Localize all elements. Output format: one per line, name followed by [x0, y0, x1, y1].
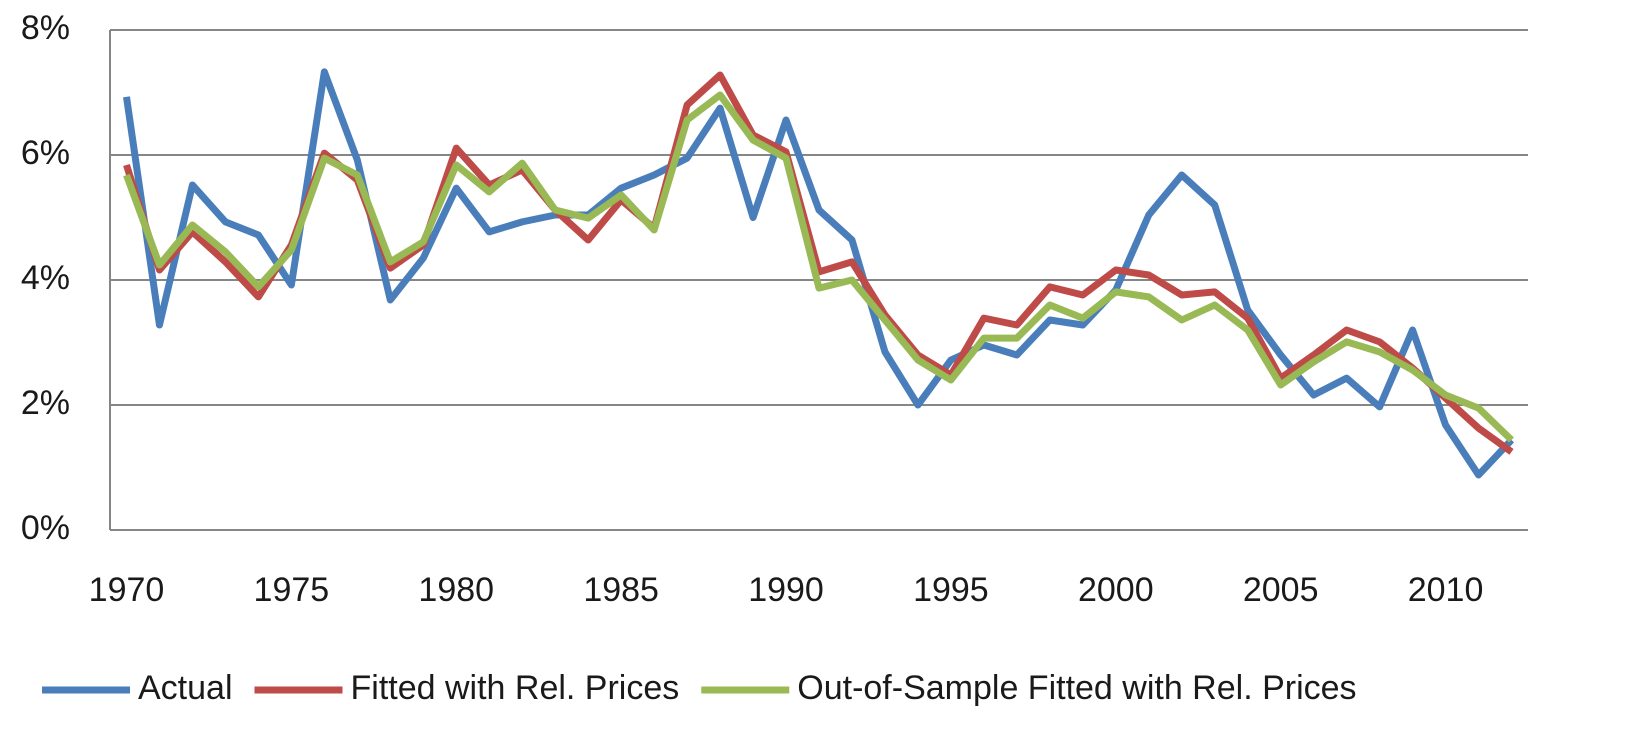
series-line: [123, 91, 1514, 443]
y-tick-label: 4%: [21, 259, 70, 297]
x-tick-label: 2005: [1243, 571, 1319, 609]
x-tick-label: 1995: [913, 571, 989, 609]
x-tick-label: 1985: [583, 571, 659, 609]
legend-label: Actual: [138, 669, 233, 707]
y-tick-label: 8%: [21, 9, 70, 47]
x-tick-label: 1990: [748, 571, 824, 609]
x-tick-label: 2000: [1078, 571, 1154, 609]
y-tick-label: 0%: [21, 509, 70, 547]
y-tick-label: 2%: [21, 384, 70, 422]
series-line: [123, 71, 1514, 455]
legend-label: Fitted with Rel. Prices: [351, 669, 680, 707]
series-line: [123, 68, 1515, 479]
y-tick-label: 6%: [21, 134, 70, 172]
x-tick-label: 1975: [254, 571, 330, 609]
x-tick-label: 1970: [89, 571, 165, 609]
legend-label: Out-of-Sample Fitted with Rel. Prices: [797, 669, 1356, 707]
x-tick-label: 2010: [1408, 571, 1484, 609]
x-tick-label: 1980: [418, 571, 494, 609]
